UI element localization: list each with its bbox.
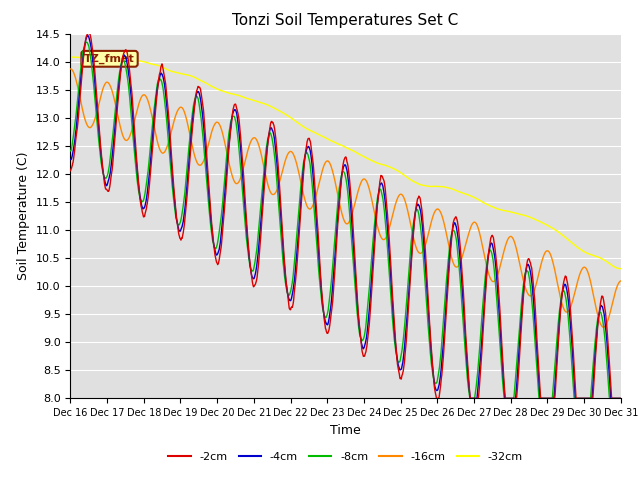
Y-axis label: Soil Temperature (C): Soil Temperature (C) [17,152,30,280]
Text: TZ_fmet: TZ_fmet [84,54,135,64]
X-axis label: Time: Time [330,424,361,437]
Legend: -2cm, -4cm, -8cm, -16cm, -32cm: -2cm, -4cm, -8cm, -16cm, -32cm [164,448,527,467]
Title: Tonzi Soil Temperatures Set C: Tonzi Soil Temperatures Set C [232,13,459,28]
